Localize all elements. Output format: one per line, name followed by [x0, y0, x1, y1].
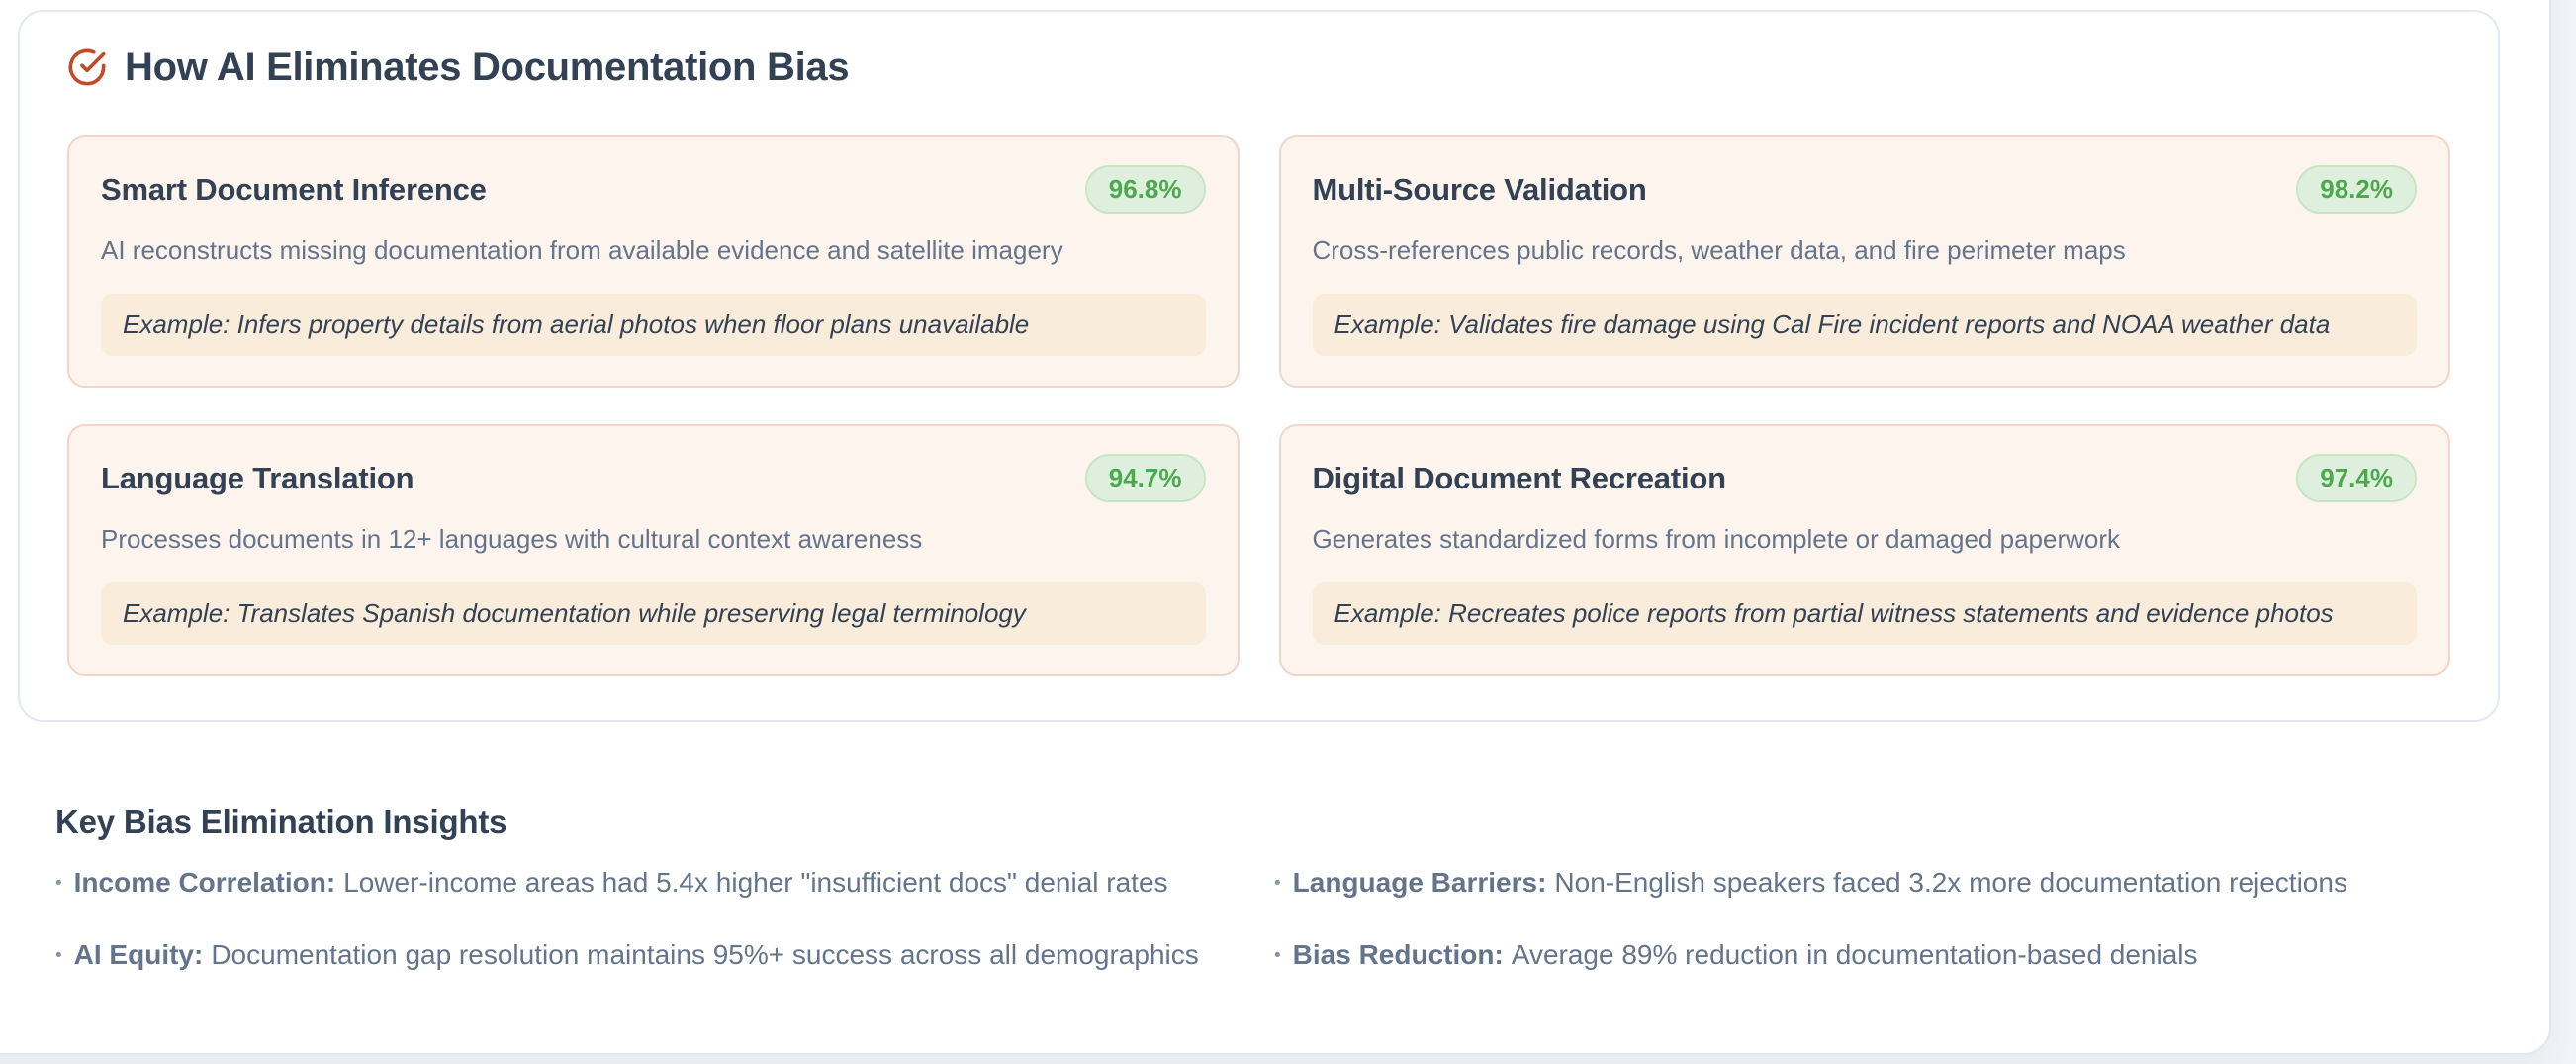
method-title: Digital Document Recreation — [1312, 460, 1727, 495]
bullet-icon: • — [1274, 945, 1281, 966]
insights-title: Key Bias Elimination Insights — [55, 803, 507, 840]
accuracy-badge: 97.4% — [2296, 454, 2417, 503]
insights-list: • Income Correlation: Lower-income areas h… — [55, 866, 2453, 973]
method-card-language-translation: Language Translation 94.7% Processes doc… — [67, 424, 1240, 676]
insight-bias-reduction: • Bias Reduction: Average 89% reduction in… — [1274, 938, 2453, 973]
method-example: Example: Translates Spanish documentatio… — [101, 582, 1206, 646]
insight-ai-equity: • AI Equity: Documentation gap resolution … — [55, 938, 1274, 973]
insight-label: Language Barriers: — [1292, 867, 1547, 898]
accuracy-badge: 96.8% — [1084, 165, 1206, 215]
method-description: Cross-references public records, weather… — [1312, 235, 2126, 266]
card-header: How AI Eliminates Documentation Bias — [67, 42, 2450, 93]
method-header: Smart Document Inference 96.8% — [101, 165, 1206, 215]
insight-text: Documentation gap resolution maintains 9… — [211, 939, 1199, 970]
insight-label: Income Correlation: — [73, 867, 336, 898]
method-title: Multi-Source Validation — [1312, 171, 1647, 207]
insight-text: Average 89% reduction in documentation-b… — [1511, 939, 2198, 970]
accuracy-badge: 94.7% — [1084, 454, 1206, 503]
method-description: Processes documents in 12+ languages wit… — [101, 524, 923, 555]
insight-text: Non-English speakers faced 3.2x more doc… — [1554, 867, 2347, 898]
method-title: Language Translation — [101, 460, 414, 495]
method-card-digital-document-recreation: Digital Document Recreation 97.4% Genera… — [1278, 424, 2450, 676]
method-description: Generates standardized forms from incomp… — [1312, 524, 2121, 555]
method-example: Example: Validates fire damage using Cal… — [1312, 294, 2417, 357]
insight-label: AI Equity: — [73, 939, 204, 970]
insight-text: Lower-income areas had 5.4x higher "insu… — [343, 867, 1168, 898]
method-description: AI reconstructs missing documentation fr… — [101, 235, 1063, 266]
method-card-multi-source-validation: Multi-Source Validation 98.2% Cross-refe… — [1278, 135, 2450, 388]
accuracy-badge: 98.2% — [2296, 165, 2417, 215]
insight-income-correlation: • Income Correlation: Lower-income areas h… — [55, 866, 1274, 901]
bullet-icon: • — [55, 873, 62, 894]
insight-language-barriers: • Language Barriers: Non-English speakers … — [1274, 866, 2453, 901]
bullet-icon: • — [1274, 873, 1281, 894]
card-title: How AI Eliminates Documentation Bias — [125, 44, 850, 89]
bullet-icon: • — [55, 945, 62, 966]
insight-label: Bias Reduction: — [1292, 939, 1504, 970]
ai-bias-card: How AI Eliminates Documentation Bias Sma… — [18, 10, 2500, 722]
method-header: Multi-Source Validation 98.2% — [1312, 165, 2417, 215]
methods-grid: Smart Document Inference 96.8% AI recons… — [67, 135, 2450, 676]
check-circle-icon — [68, 48, 106, 86]
method-header: Language Translation 94.7% — [101, 454, 1206, 503]
method-example: Example: Recreates police reports from p… — [1312, 582, 2417, 646]
method-card-smart-document-inference: Smart Document Inference 96.8% AI recons… — [67, 135, 1240, 388]
method-example: Example: Infers property details from ae… — [101, 294, 1206, 357]
insights-section: Key Bias Elimination Insights • Income Co… — [55, 803, 2453, 973]
method-header: Digital Document Recreation 97.4% — [1312, 454, 2417, 503]
method-title: Smart Document Inference — [101, 171, 487, 207]
